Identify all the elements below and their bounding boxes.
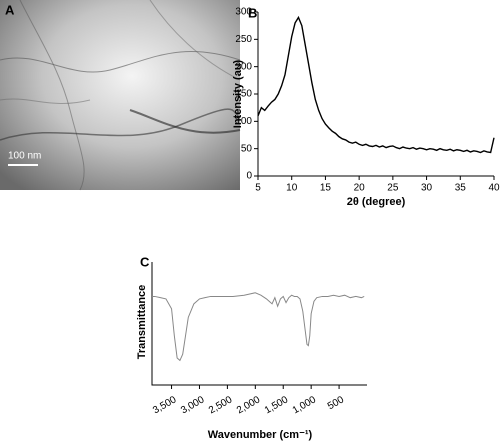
x-tick-label: 35 (455, 183, 467, 194)
x-tick-label: 40 (488, 183, 500, 194)
x-tick-label: 5 (255, 183, 261, 194)
y-tick-label: 200 (235, 61, 252, 72)
panel-label: C (140, 254, 150, 269)
scale-bar-label: 100 nm (8, 151, 41, 162)
y-axis-label: Intensity (au) (232, 59, 244, 128)
y-tick-label: 300 (235, 7, 252, 18)
panel-label: A (5, 2, 15, 17)
y-axis-label: Transmittance (136, 285, 148, 360)
axes (151, 262, 367, 386)
y-tick-label: 250 (235, 34, 252, 45)
x-tick-label: 15 (320, 183, 332, 194)
y-tick-label: 0 (246, 171, 252, 182)
x-tick-label: 30 (421, 183, 433, 194)
x-tick-label: 2,000 (235, 394, 263, 416)
axes (257, 12, 494, 177)
x-axis-label: Wavenumber (cm⁻¹) (208, 429, 313, 441)
x-tick-label: 20 (354, 183, 366, 194)
tem-image: A 100 nm (0, 0, 241, 191)
y-tick-label: 150 (235, 89, 252, 100)
x-tick-label: 500 (326, 394, 346, 412)
x-tick-label: 3,500 (151, 394, 179, 416)
x-tick-label: 2,500 (207, 394, 235, 416)
x-tick-label: 3,000 (179, 394, 207, 416)
data-line (152, 292, 365, 362)
x-tick-label: 10 (286, 183, 298, 194)
y-tick-label: 50 (241, 143, 253, 154)
x-tick-label: 25 (387, 183, 399, 194)
x-axis-label: 2θ (degree) (347, 196, 406, 208)
panel-label: B (248, 5, 257, 20)
data-line (257, 15, 495, 154)
y-tick-label: 100 (235, 116, 252, 127)
x-tick-label: 1,500 (263, 394, 291, 416)
x-tick-label: 1,000 (291, 394, 319, 416)
